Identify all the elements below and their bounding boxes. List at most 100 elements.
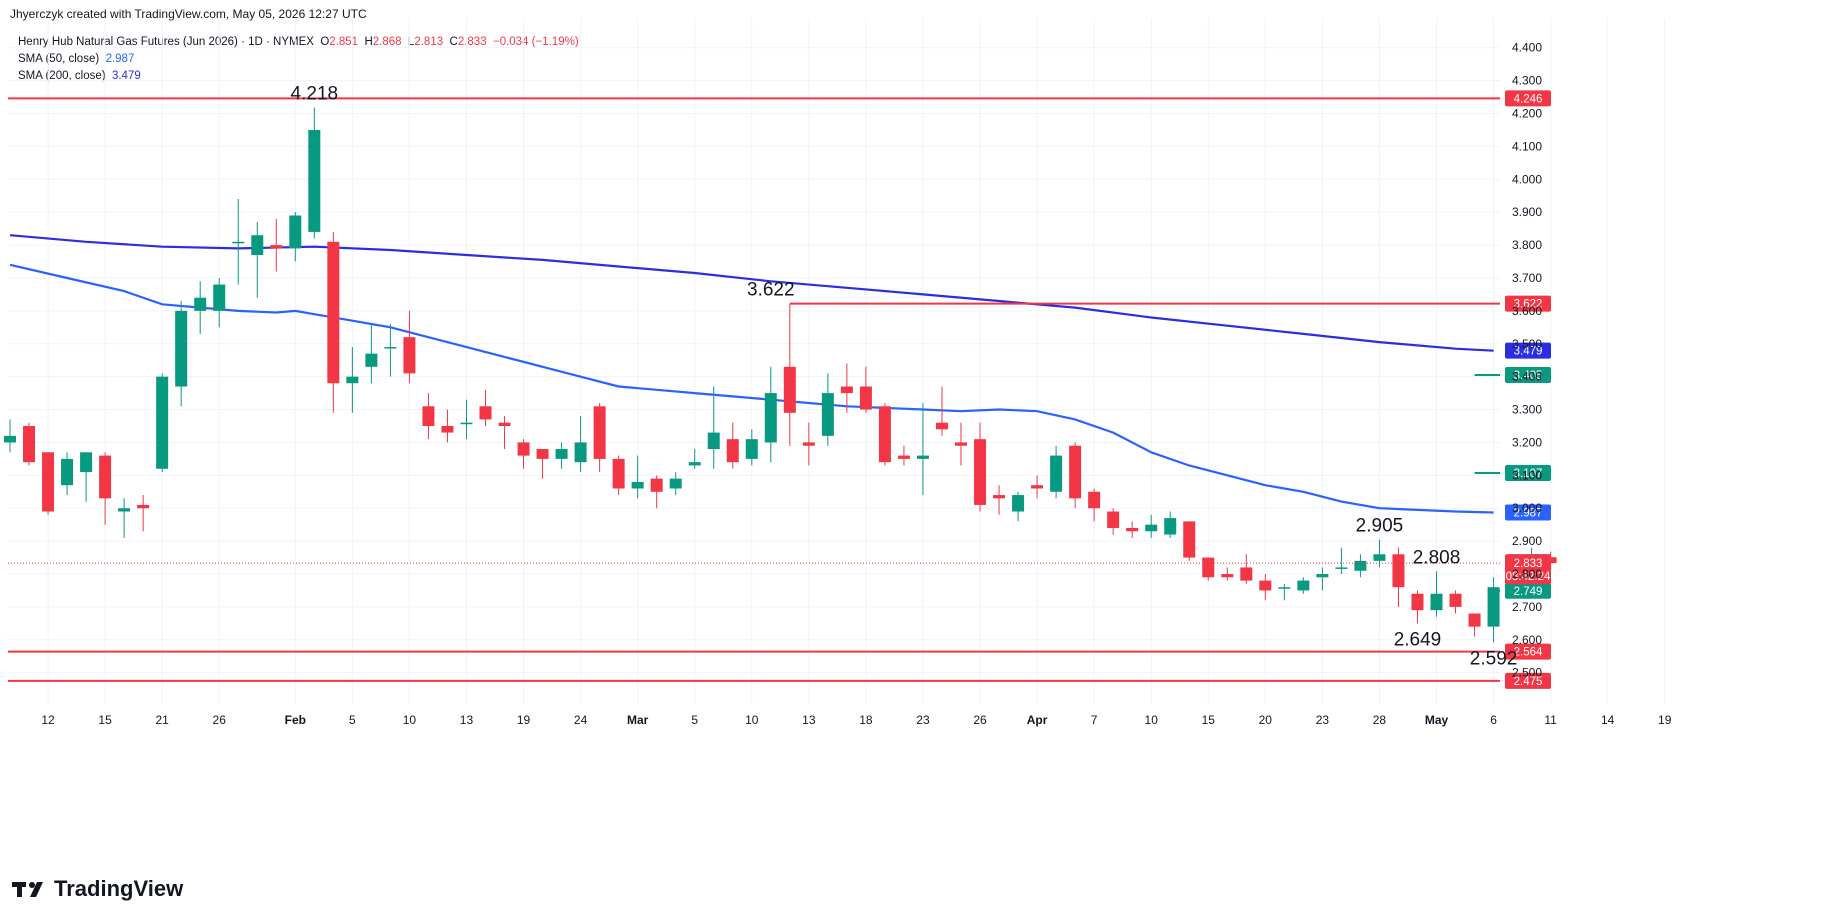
candle — [593, 402, 606, 473]
y-tick-label: 3.800 — [1512, 238, 1542, 252]
price-annotation: 4.218 — [291, 84, 339, 105]
candle-body — [479, 406, 492, 420]
price-annotations: 4.218 3.622 2.905 2.808 2.649 2.592 — [291, 84, 1518, 670]
y-tick-label: 2.700 — [1512, 600, 1542, 614]
y-tick-label: 4.300 — [1512, 74, 1542, 88]
candle-body — [1031, 485, 1044, 489]
sma50-line — [9, 263, 1494, 514]
x-tick-label: 18 — [859, 713, 873, 727]
candle — [479, 389, 492, 426]
x-tick-label: 26 — [973, 713, 987, 727]
y-tick-label: 3.500 — [1512, 337, 1542, 351]
y-tick-label: 2.800 — [1512, 567, 1542, 581]
candle — [764, 366, 777, 463]
x-tick-label: Apr — [1027, 713, 1048, 727]
x-tick-label: 24 — [574, 713, 588, 727]
price-annotation: 3.622 — [747, 280, 795, 301]
legend-sma200-label: SMA (200, close) — [18, 70, 106, 82]
legend-low: 2.813 — [414, 36, 444, 48]
legend-symbol[interactable]: Henry Hub Natural Gas Futures (Jun 2026)… — [18, 36, 314, 48]
candle — [175, 301, 188, 407]
y-tick-label: 2.500 — [1512, 666, 1542, 680]
x-tick-label: 19 — [517, 713, 531, 727]
candle-body — [783, 366, 796, 413]
price-badge-label: 3.622 — [1514, 299, 1543, 311]
candle-body — [1297, 580, 1310, 591]
price-badge — [1505, 465, 1551, 482]
x-tick-label: 19 — [1658, 713, 1672, 727]
candle-body — [42, 452, 55, 512]
candle-body — [1278, 587, 1291, 589]
candle-body — [1392, 554, 1405, 588]
x-tick-label: 15 — [1202, 713, 1216, 727]
candle-body — [80, 452, 93, 473]
legend-symbol-row: Henry Hub Natural Gas Futures (Jun 2026)… — [18, 34, 579, 51]
candle — [1335, 547, 1348, 575]
candle — [669, 472, 682, 496]
candle — [1107, 508, 1120, 535]
candle-body — [764, 393, 777, 443]
price-annotation: 2.808 — [1413, 547, 1461, 568]
candle-body — [555, 449, 568, 459]
candle — [517, 439, 530, 469]
candle-body — [688, 462, 701, 466]
x-tick-label: Feb — [285, 713, 306, 727]
x-tick-label: 10 — [1145, 713, 1159, 727]
legend-close-label: C — [449, 36, 458, 48]
candle-body — [251, 235, 264, 255]
candle — [137, 495, 150, 532]
candle — [955, 422, 967, 466]
price-badge-label: 3.107 — [1514, 468, 1543, 480]
y-tick-label: 3.900 — [1512, 205, 1542, 219]
x-tick-label: 10 — [745, 713, 759, 727]
price-annotation: 2.905 — [1356, 515, 1404, 536]
candle-body — [1259, 580, 1272, 591]
legend-sma50-row[interactable]: SMA (50, close) 2.987 — [18, 51, 579, 68]
candle-body — [1430, 593, 1443, 611]
candle-body — [327, 241, 340, 384]
candle — [118, 498, 131, 538]
candle-body — [232, 241, 245, 244]
time-axis: 12 15 21 26 Feb 5 10 13 19 24 Mar 5 10 13 18 23 26 Apr 7 10… — [41, 713, 1671, 727]
countdown-label: 08:42:24 — [1506, 571, 1551, 583]
legend-high-label: H — [364, 36, 373, 48]
legend-close: 2.833 — [457, 36, 487, 48]
y-tick-label: 3.400 — [1512, 370, 1542, 384]
tradingview-logo-icon — [12, 882, 43, 897]
candle-body — [346, 376, 359, 384]
price-badge-label: 4.246 — [1514, 93, 1543, 105]
candle — [574, 416, 587, 473]
y-tick-label: 2.600 — [1512, 633, 1542, 647]
candle-body — [99, 455, 112, 499]
candle-body — [1373, 554, 1386, 561]
candle-body — [61, 458, 74, 486]
candle — [308, 107, 321, 239]
candle — [61, 452, 74, 496]
candle-body — [1145, 524, 1158, 532]
horizontal-levels: 4.246 3.622 3.479 3.405 3.107 2.987 2.749 2.564… — [8, 90, 1551, 689]
candle-body — [574, 442, 587, 463]
candle — [1031, 475, 1044, 499]
candle-body — [1107, 511, 1120, 528]
x-tick-label: Mar — [627, 713, 649, 727]
candle-body — [156, 376, 169, 469]
legend-change: −0.034 (−1.19%) — [492, 36, 579, 48]
price-axis: 2.500 2.600 2.700 2.800 2.900 3.000 3.100 3.200… — [1512, 41, 1542, 680]
x-tick-label: 11 — [1544, 713, 1557, 727]
tradingview-logo[interactable]: TradingView — [12, 876, 183, 902]
x-tick-label: 10 — [403, 713, 417, 727]
y-tick-label: 4.200 — [1512, 107, 1542, 121]
candle-body — [1221, 574, 1234, 578]
last-price-badge — [1505, 554, 1551, 585]
candle-body — [631, 481, 644, 489]
candle — [346, 347, 359, 413]
x-tick-label: 26 — [213, 713, 227, 727]
x-tick-label: 28 — [1373, 713, 1387, 727]
price-badge — [1505, 367, 1551, 384]
x-tick-label: 23 — [1316, 713, 1330, 727]
candle — [1392, 547, 1405, 607]
chart-legend: Henry Hub Natural Gas Futures (Jun 2026)… — [18, 34, 579, 85]
legend-sma200-row[interactable]: SMA (200, close) 3.479 — [18, 68, 579, 85]
candle — [993, 485, 1006, 515]
